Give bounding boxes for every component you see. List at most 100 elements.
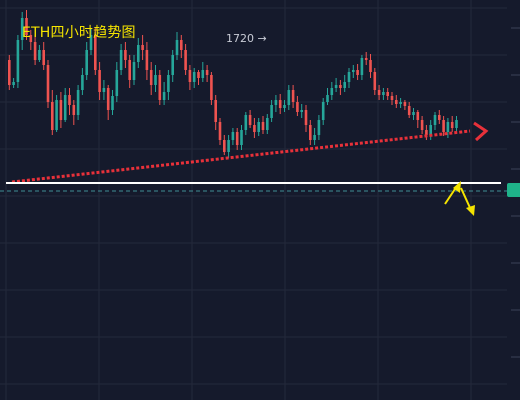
candle-body	[257, 122, 260, 132]
candle-body	[416, 112, 420, 120]
rising-trendline	[11, 129, 471, 184]
yellow-arrow-up-head	[453, 181, 461, 193]
candle-body	[317, 120, 321, 135]
candle-body	[42, 50, 45, 65]
candle-body	[223, 140, 226, 152]
candle-body	[343, 82, 346, 88]
candle-body	[450, 122, 454, 128]
candle-body	[33, 42, 37, 60]
yellow-arrow-down-head	[466, 205, 475, 216]
candle-body	[438, 115, 441, 120]
candle-body	[218, 122, 222, 140]
candle-body	[106, 88, 110, 110]
candle-body	[278, 100, 282, 108]
candle-body	[309, 125, 312, 140]
candle-body	[63, 95, 67, 120]
candle-body	[266, 118, 269, 130]
candle-body	[59, 100, 63, 120]
yellow-arrow-down-shaft	[460, 187, 472, 211]
candle-body	[38, 50, 41, 60]
candle-body	[111, 96, 114, 110]
candle-body	[119, 50, 123, 70]
candle-body	[433, 115, 437, 125]
candle-body	[395, 100, 398, 104]
candle-body	[102, 88, 106, 92]
candle-body	[46, 65, 50, 102]
candle-body	[76, 90, 80, 115]
candle-body	[72, 105, 76, 115]
candle-body	[347, 72, 351, 82]
candle-body	[167, 75, 170, 92]
candle-body	[98, 70, 101, 92]
candle-body	[352, 70, 355, 72]
candle-body	[137, 45, 140, 62]
candle-body	[81, 75, 84, 90]
candle-body	[248, 115, 252, 125]
candle-body	[25, 18, 28, 35]
candle-body	[124, 50, 127, 60]
candle-body	[227, 140, 230, 152]
candle-body	[205, 70, 209, 75]
candle-body	[270, 105, 273, 118]
candle-body	[369, 60, 372, 72]
candle-body	[8, 60, 11, 85]
candle-body	[175, 40, 179, 55]
candle-body	[283, 105, 286, 108]
candle-body	[141, 45, 144, 50]
candle-body	[429, 125, 432, 135]
candle-body	[20, 18, 24, 40]
candle-body	[253, 125, 256, 132]
candle-body	[184, 50, 187, 70]
chart-title: ETH四小时趋势图	[22, 25, 136, 41]
candle-body	[321, 102, 325, 120]
candle-body	[425, 130, 428, 135]
candle-body	[201, 70, 205, 78]
candle-body	[296, 102, 299, 112]
candle-body	[145, 50, 149, 70]
candle-body	[442, 120, 445, 132]
candle-body	[300, 110, 303, 112]
candle-body	[356, 70, 359, 75]
candle-body	[128, 60, 131, 80]
candle-body	[420, 120, 424, 130]
candle-body	[287, 90, 291, 105]
candle-body	[154, 75, 157, 85]
candle-body	[16, 40, 20, 82]
candle-body	[386, 92, 389, 96]
candle-body	[377, 90, 381, 95]
candle-body	[192, 72, 196, 82]
candle-body	[326, 95, 329, 102]
candle-body	[115, 70, 119, 96]
candle-body	[235, 132, 239, 145]
candle-body	[274, 100, 278, 105]
candle-body	[446, 122, 450, 132]
candle-body	[197, 72, 200, 78]
candle-body	[403, 102, 407, 106]
candle-body	[373, 72, 377, 90]
candle-body	[51, 102, 54, 130]
candle-body	[149, 70, 153, 85]
candle-body	[55, 100, 58, 130]
candle-body	[214, 100, 217, 122]
candle-body	[240, 130, 243, 145]
candle-body	[399, 102, 402, 104]
candle-body	[94, 35, 97, 70]
candle-body	[29, 35, 33, 42]
candle-body	[158, 75, 162, 100]
candle-body	[89, 35, 93, 50]
candle-body	[334, 85, 338, 88]
candle-body	[231, 132, 235, 140]
candle-body	[455, 120, 458, 128]
candle-body	[313, 135, 316, 140]
candle-body	[304, 110, 308, 125]
candle-body	[390, 96, 394, 100]
candle-body	[291, 90, 295, 102]
candle-body	[244, 115, 248, 130]
candle-body	[412, 112, 415, 115]
candle-body	[339, 85, 342, 88]
candle-body	[261, 122, 265, 130]
candle-body	[382, 92, 385, 95]
candle-body	[180, 40, 183, 50]
candle-body	[162, 92, 166, 100]
